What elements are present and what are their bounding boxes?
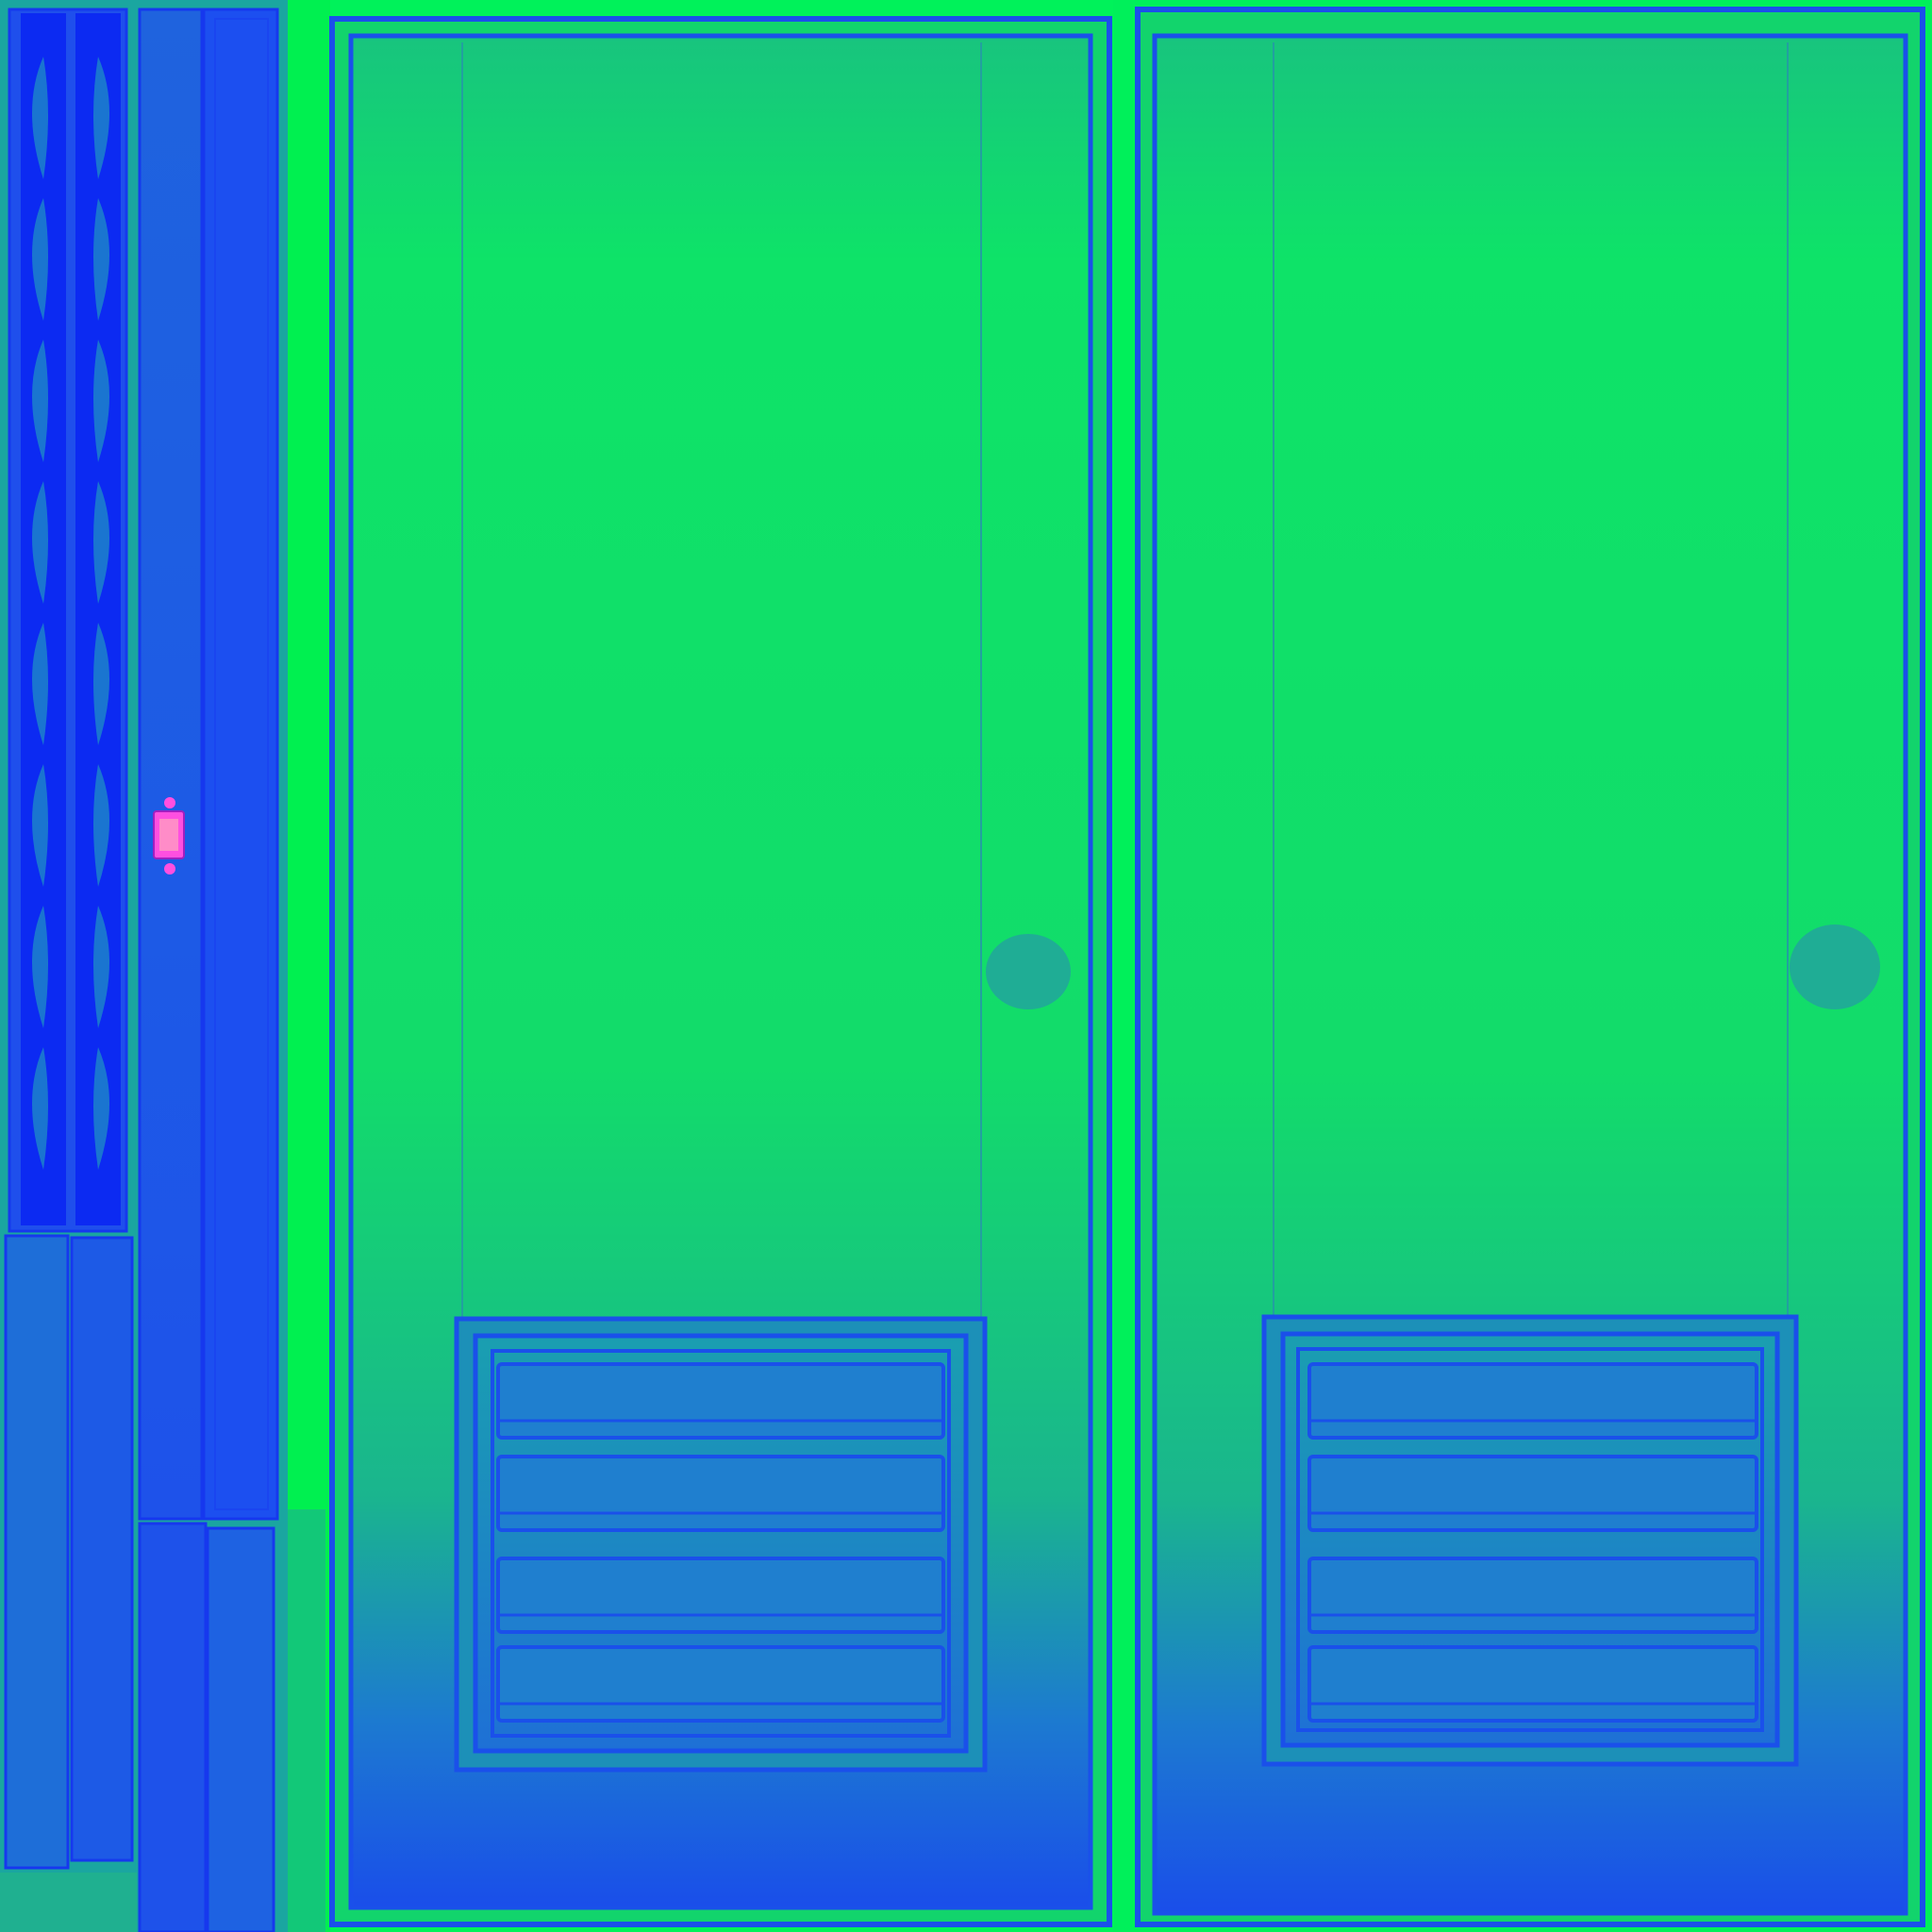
vent-slat	[1307, 1362, 1758, 1440]
leaf-shape	[93, 623, 109, 745]
door-left	[329, 16, 1112, 1927]
left-strip-area	[0, 0, 288, 1932]
leaf-shape	[93, 481, 109, 604]
leaf-shape	[32, 340, 48, 462]
vent-slat	[496, 1645, 945, 1723]
leaf-shape	[32, 906, 48, 1028]
leaf-shape	[32, 1047, 48, 1170]
leaf-shape	[93, 906, 109, 1028]
vent-slat	[1307, 1455, 1758, 1532]
leaf-shape	[32, 198, 48, 321]
lower-block-b	[70, 1236, 134, 1862]
leaf-shape	[32, 623, 48, 745]
vent-slat	[1307, 1645, 1758, 1723]
leaf-shape	[93, 198, 109, 321]
lower-block-c	[138, 1522, 208, 1932]
vent-slat	[496, 1557, 945, 1634]
magenta-marker	[153, 797, 185, 874]
vent-left	[454, 1316, 988, 1773]
vent-slat	[496, 1455, 945, 1532]
door-right	[1113, 0, 1932, 1932]
leaf-shape	[93, 57, 109, 179]
vent-slat	[1307, 1557, 1758, 1634]
lower-block-d	[206, 1526, 275, 1932]
leaf-shape	[32, 57, 48, 179]
leaf-shape	[93, 1047, 109, 1170]
leaf-shape	[32, 764, 48, 887]
leaf-shape	[93, 340, 109, 462]
vent-slat	[496, 1362, 945, 1440]
leaf-shape	[32, 481, 48, 604]
vent-right	[1261, 1314, 1799, 1767]
leaf-pattern-panel	[8, 8, 128, 1233]
leaf-shape	[93, 764, 109, 887]
lower-block-a	[4, 1234, 70, 1870]
strip-panel-a	[138, 8, 204, 1521]
